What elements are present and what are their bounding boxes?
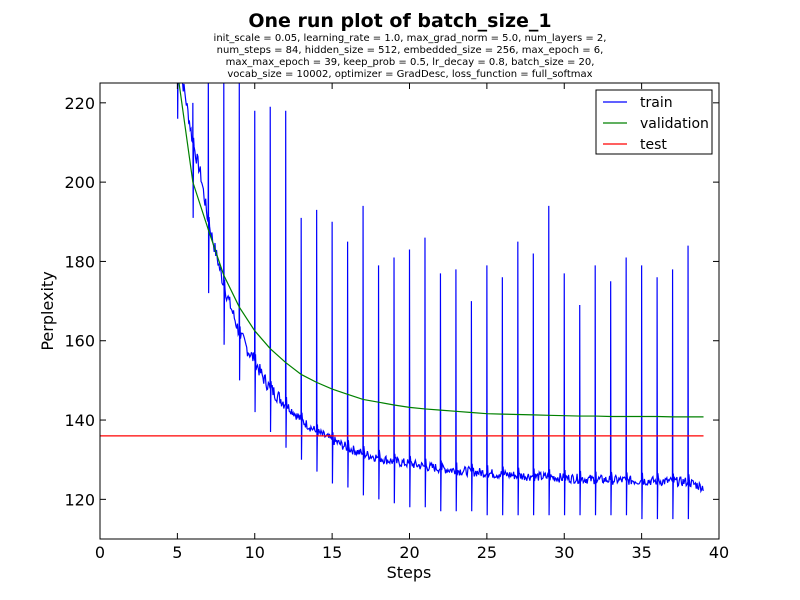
x-tick-label: 35 <box>631 543 651 562</box>
chart-subtitle-line-3: max_max_epoch = 39, keep_prob = 0.5, lr_… <box>226 57 595 68</box>
x-tick-label: 10 <box>245 543 265 562</box>
plot-frame <box>99 82 720 540</box>
y-tick-label: 220 <box>64 94 95 113</box>
chart-subtitle-line-2: num_steps = 84, hidden_size = 512, embed… <box>217 45 604 56</box>
legend-box <box>595 89 713 155</box>
x-tick-label: 20 <box>399 543 419 562</box>
y-tick-label: 140 <box>64 411 95 430</box>
legend: train validation test <box>595 89 713 155</box>
y-tick-label: 160 <box>64 332 95 351</box>
x-tick-label: 0 <box>95 543 105 562</box>
x-tick-label: 15 <box>322 543 342 562</box>
legend-label-validation: validation <box>640 116 709 132</box>
y-tick-label: 200 <box>64 173 95 192</box>
x-tick-label: 30 <box>554 543 574 562</box>
chart-subtitle-line-4: vocab_size = 10002, optimizer = GradDesc… <box>227 69 592 80</box>
legend-label-test: test <box>640 137 667 153</box>
series-line-validation <box>178 83 704 418</box>
chart-subtitle-line-1: init_scale = 0.05, learning_rate = 1.0, … <box>214 33 607 44</box>
y-tick-label: 180 <box>64 252 95 271</box>
x-tick-label: 5 <box>172 543 182 562</box>
legend-label-train: train <box>640 95 673 111</box>
y-axis-label: Perplexity <box>38 271 57 350</box>
y-tick-label: 120 <box>64 490 95 509</box>
series-line-train <box>176 83 704 520</box>
x-tick-label: 40 <box>709 543 729 562</box>
chart-title: One run plot of batch_size_1 <box>248 10 551 32</box>
x-tick-label: 25 <box>477 543 497 562</box>
x-axis-label: Steps <box>387 563 432 582</box>
